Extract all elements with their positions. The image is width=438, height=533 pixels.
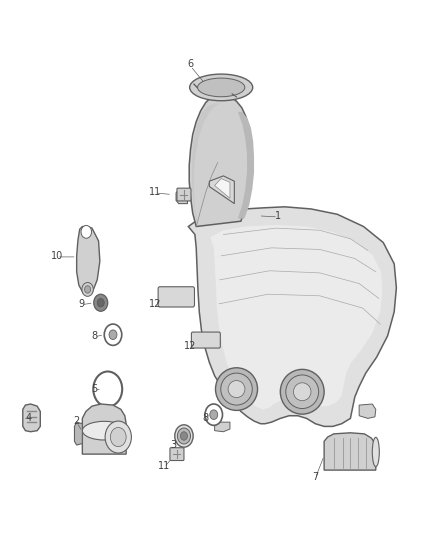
Text: 6: 6 [187, 59, 194, 69]
Polygon shape [215, 179, 230, 198]
FancyBboxPatch shape [177, 188, 191, 201]
Text: 11: 11 [158, 462, 170, 471]
Text: 5: 5 [91, 384, 97, 394]
FancyBboxPatch shape [191, 332, 220, 348]
Ellipse shape [177, 428, 191, 444]
Text: 7: 7 [312, 472, 318, 482]
Circle shape [105, 421, 131, 453]
Text: 1: 1 [275, 211, 281, 221]
Circle shape [205, 404, 223, 425]
Polygon shape [188, 207, 396, 426]
Polygon shape [192, 103, 220, 225]
Polygon shape [210, 225, 382, 409]
Polygon shape [189, 95, 251, 227]
Ellipse shape [286, 375, 318, 408]
Polygon shape [77, 227, 100, 294]
FancyBboxPatch shape [170, 448, 184, 461]
Circle shape [85, 286, 91, 293]
Polygon shape [324, 433, 376, 470]
Circle shape [97, 298, 104, 307]
Text: 11: 11 [149, 187, 162, 197]
Polygon shape [215, 422, 230, 432]
Text: 12: 12 [149, 299, 162, 309]
Polygon shape [209, 176, 234, 204]
Circle shape [94, 294, 108, 311]
Text: 2: 2 [74, 416, 80, 426]
Circle shape [93, 372, 122, 407]
Polygon shape [74, 422, 82, 445]
Polygon shape [23, 404, 40, 432]
Text: 8: 8 [203, 414, 209, 423]
Text: 3: 3 [170, 440, 176, 450]
Circle shape [210, 410, 218, 419]
Circle shape [81, 225, 92, 238]
Ellipse shape [280, 369, 324, 414]
Ellipse shape [372, 437, 379, 467]
Text: 12: 12 [184, 342, 197, 351]
Ellipse shape [198, 78, 245, 97]
Ellipse shape [175, 425, 193, 447]
Ellipse shape [221, 373, 252, 405]
Text: 8: 8 [91, 331, 97, 341]
Text: 10: 10 [51, 251, 63, 261]
Circle shape [109, 330, 117, 340]
Text: 4: 4 [25, 414, 32, 423]
Polygon shape [238, 112, 254, 219]
Circle shape [110, 427, 126, 447]
Ellipse shape [190, 74, 253, 101]
Polygon shape [359, 404, 376, 418]
Text: 9: 9 [78, 299, 84, 309]
FancyBboxPatch shape [158, 287, 194, 307]
Circle shape [104, 324, 122, 345]
Ellipse shape [228, 381, 245, 398]
Polygon shape [82, 404, 126, 454]
Ellipse shape [215, 368, 258, 410]
Ellipse shape [180, 432, 187, 440]
Polygon shape [176, 190, 187, 204]
Ellipse shape [293, 383, 311, 401]
Circle shape [82, 282, 93, 296]
Ellipse shape [82, 421, 126, 440]
